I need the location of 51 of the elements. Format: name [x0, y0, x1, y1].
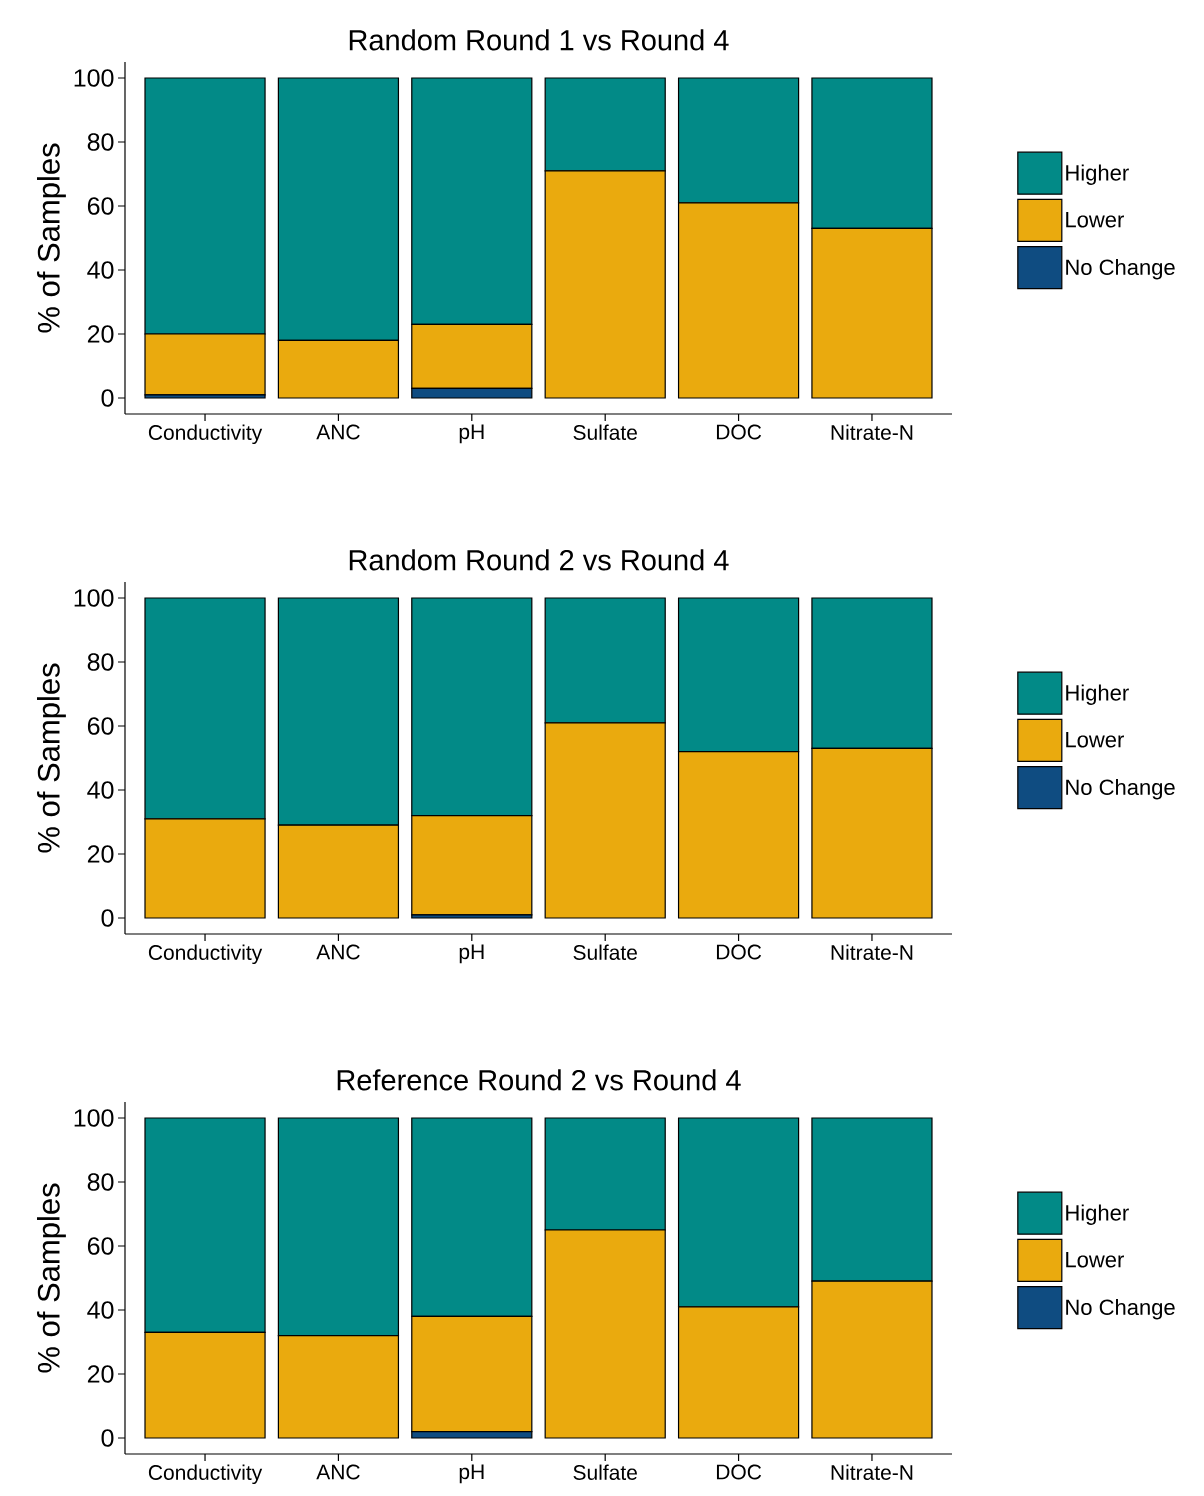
- chart-title: Reference Round 2 vs Round 4: [337, 1069, 741, 1091]
- y-tick-label: 60: [87, 1237, 114, 1255]
- legend-label: Higher: [1066, 684, 1129, 705]
- x-tick-label: DOC: [716, 944, 762, 960]
- legend-label: No Change: [1066, 258, 1175, 280]
- legend-label: Higher: [1066, 164, 1129, 185]
- x-tick-label: Nitrate-N: [831, 424, 913, 440]
- y-tick-label: 0: [101, 1429, 114, 1447]
- y-tick-label: 80: [87, 653, 114, 671]
- y-axis-title: % of Samples: [36, 143, 66, 333]
- x-tick-label: Nitrate-N: [831, 1464, 913, 1480]
- x-tick-label: Nitrate-N: [831, 944, 913, 960]
- legend-label: Lower: [1066, 1252, 1124, 1268]
- y-axis-title: % of Samples: [36, 663, 66, 853]
- y-tick-label: 100: [74, 1109, 114, 1127]
- legend-label: No Change: [1066, 1298, 1175, 1320]
- legend-label: No Change: [1066, 778, 1175, 800]
- y-tick-label: 80: [87, 1173, 114, 1191]
- x-tick-label: ANC: [316, 1464, 360, 1480]
- y-axis-title: % of Samples: [36, 1183, 66, 1373]
- x-tick-label: pH: [459, 1464, 484, 1484]
- y-tick-label: 60: [87, 717, 114, 735]
- y-tick-label: 80: [87, 133, 114, 151]
- y-tick-label: 40: [87, 1301, 114, 1319]
- x-tick-label: DOC: [716, 1464, 762, 1480]
- x-tick-label: Sulfate: [573, 944, 637, 960]
- chart-title: Random Round 2 vs Round 4: [349, 549, 729, 571]
- chart-title: Random Round 1 vs Round 4: [349, 29, 729, 51]
- x-tick-label: Conductivity: [148, 944, 263, 965]
- x-tick-label: Conductivity: [148, 424, 263, 445]
- x-tick-label: pH: [459, 944, 484, 964]
- y-tick-label: 40: [87, 261, 114, 279]
- y-tick-label: 0: [101, 909, 114, 927]
- x-tick-label: ANC: [316, 944, 360, 960]
- y-tick-label: 0: [101, 389, 114, 407]
- x-tick-label: ANC: [316, 424, 360, 440]
- x-tick-label: Sulfate: [573, 1464, 637, 1480]
- y-tick-label: 100: [74, 69, 114, 87]
- y-tick-label: 20: [87, 325, 114, 343]
- x-tick-label: pH: [459, 424, 484, 444]
- x-tick-label: Sulfate: [573, 424, 637, 440]
- y-tick-label: 100: [74, 589, 114, 607]
- legend-label: Lower: [1066, 212, 1124, 228]
- y-tick-label: 20: [87, 845, 114, 863]
- x-tick-label: Conductivity: [148, 1464, 263, 1485]
- legend-label: Lower: [1066, 732, 1124, 748]
- x-tick-label: DOC: [716, 424, 762, 440]
- y-tick-label: 60: [87, 197, 114, 215]
- y-tick-label: 40: [87, 781, 114, 799]
- y-tick-label: 20: [87, 1365, 114, 1383]
- legend-label: Higher: [1066, 1204, 1129, 1225]
